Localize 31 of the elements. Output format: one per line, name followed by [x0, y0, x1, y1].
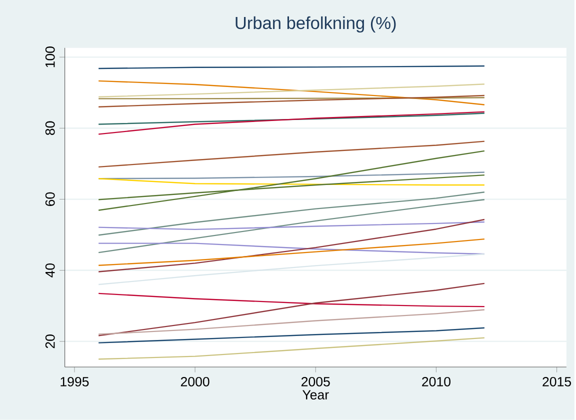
x-axis-title: Year: [302, 390, 329, 400]
line-series: [98, 112, 486, 125]
line-series: [98, 140, 486, 168]
line-series: [98, 253, 486, 286]
y-tick-label: 20: [45, 334, 55, 348]
line-series: [98, 282, 486, 336]
line-series: [98, 292, 486, 308]
line-series: [98, 150, 486, 211]
y-tick-label: 40: [45, 264, 55, 278]
x-tick-label: 1995: [60, 377, 89, 386]
line-series: [98, 199, 486, 254]
x-tick-label: 2015: [542, 377, 572, 386]
line-series: [98, 84, 486, 98]
line-series: [98, 178, 486, 186]
line-series: [98, 337, 486, 360]
y-tick-label: 100: [45, 46, 55, 68]
line-series: [98, 327, 486, 344]
x-tick-label: 2010: [422, 377, 450, 386]
line-series: [98, 94, 486, 108]
y-tick-label: 60: [45, 192, 55, 206]
line-series: [98, 309, 486, 335]
line-series: [98, 218, 486, 272]
line-series: [98, 80, 486, 106]
line-series: [98, 238, 486, 266]
y-tick-label: 80: [45, 121, 55, 136]
line-series: [98, 192, 486, 236]
x-tick-label: 2000: [180, 377, 210, 386]
line-series: [98, 221, 486, 230]
x-tick-label: 2005: [302, 377, 330, 386]
line-series: [98, 111, 486, 135]
chart-title: Urban befolkning (%): [236, 16, 396, 33]
